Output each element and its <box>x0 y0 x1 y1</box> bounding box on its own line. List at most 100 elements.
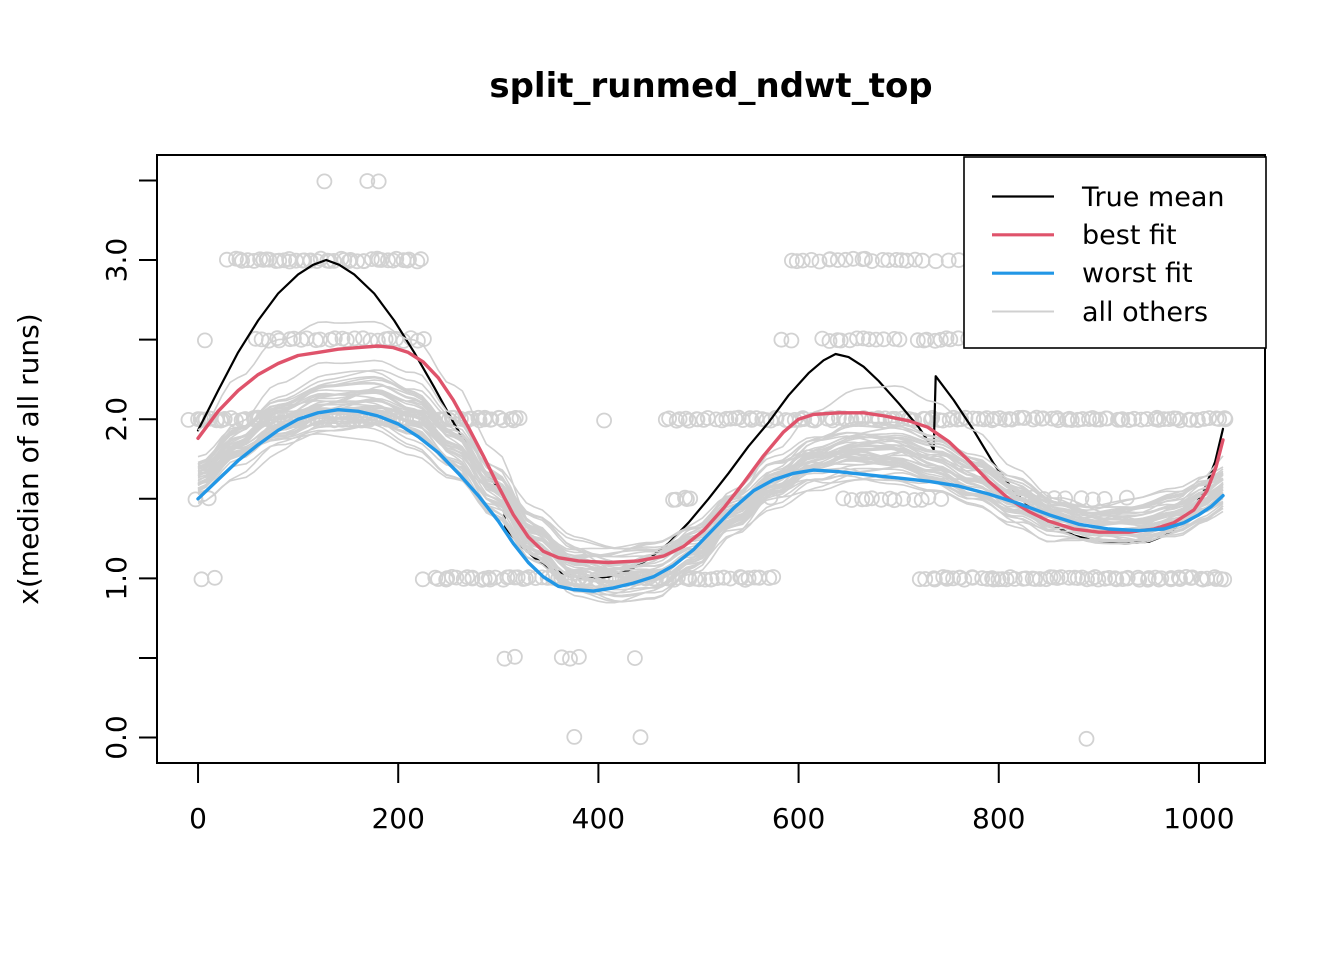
scatter-point <box>956 571 973 588</box>
scatter-point <box>784 252 800 269</box>
scatter-point <box>359 173 376 189</box>
scatter-point <box>193 571 210 588</box>
scatter-point <box>688 411 705 428</box>
scatter-point <box>1003 411 1020 428</box>
scatter-point <box>1044 410 1060 427</box>
scatter-point <box>571 649 587 665</box>
scatter-point <box>907 251 923 268</box>
scatter-point <box>942 331 959 348</box>
legend-entry-worst-fit: worst fit <box>992 258 1193 289</box>
scatter-point <box>511 410 528 427</box>
scatter-point <box>986 410 1003 427</box>
scatter-point <box>388 250 405 267</box>
scatter-point <box>773 331 790 348</box>
legend-label-best-fit: best fit <box>1082 220 1177 251</box>
scatter-point <box>868 331 884 348</box>
scatter-point <box>722 410 739 427</box>
scatter-point <box>253 331 270 348</box>
scatter-point <box>932 331 949 348</box>
best-fit-line <box>196 344 1225 565</box>
scatter-point <box>1073 490 1090 507</box>
x-axis: 0 200 400 600 800 1000 <box>189 763 1235 835</box>
scatter-point <box>1211 411 1227 427</box>
scatter-point <box>1108 571 1125 588</box>
scatter-point <box>822 251 838 268</box>
scatter-point <box>682 490 699 507</box>
scatter-point <box>845 250 862 267</box>
scatter-point <box>1217 411 1234 428</box>
scatter-point <box>984 412 1000 429</box>
scatter-point <box>927 332 943 349</box>
y-tick-label: 3.0 <box>100 238 133 283</box>
scatter-point <box>857 250 873 267</box>
scatter-point <box>1061 569 1078 586</box>
legend-label-all-others: all others <box>1082 297 1208 328</box>
y-axis-label: x(median of all runs) <box>12 313 45 604</box>
scatter-point <box>898 252 915 269</box>
legend-box <box>963 156 1267 349</box>
gray-curve <box>197 403 1224 594</box>
worst-fit-path <box>196 408 1225 593</box>
scatter-point <box>1049 410 1065 427</box>
legend-entry-best-fit: best fit <box>992 220 1177 251</box>
scatter-point <box>1078 730 1095 747</box>
scatter-point <box>1096 490 1113 507</box>
scatter-point <box>994 571 1011 587</box>
plot-border <box>156 154 1266 764</box>
scatter-point <box>1016 410 1033 426</box>
scatter-point <box>380 252 396 269</box>
scatter-point <box>534 569 551 586</box>
scatter-point <box>835 490 852 507</box>
scatter-point <box>316 173 333 190</box>
gray-curve <box>197 406 1224 591</box>
scatter-point <box>854 491 871 508</box>
legend-entry-all-others: all others <box>992 297 1208 328</box>
scatter-point <box>1006 571 1023 587</box>
scatter-point <box>507 648 523 665</box>
scatter-point <box>234 252 251 269</box>
scatter-point <box>496 650 513 667</box>
scatter-point <box>718 410 735 427</box>
scatter-point <box>1147 569 1164 586</box>
scatter-point <box>1126 410 1142 427</box>
y-tick-label: 2.0 <box>100 397 133 442</box>
scatter-point <box>849 330 865 347</box>
scatter-point <box>200 490 217 507</box>
scatter-point <box>957 409 974 426</box>
scatter-point <box>562 650 578 667</box>
scatter-point <box>296 252 313 269</box>
scatter-point <box>821 333 838 349</box>
scatter-point <box>1149 409 1165 426</box>
scatter-point <box>483 411 500 428</box>
scatter-point <box>1156 411 1172 428</box>
scatter-point <box>886 492 903 509</box>
scatter-point <box>1027 571 1043 587</box>
scatter-point <box>964 569 981 585</box>
best-fit-path <box>196 344 1225 565</box>
scatter-point <box>632 729 649 746</box>
legend-label-worst-fit: worst fit <box>1082 258 1193 289</box>
scatter-point <box>409 332 426 349</box>
scatter-point <box>196 332 213 349</box>
gray-curve <box>197 421 1224 583</box>
scatter-point <box>271 332 288 349</box>
scatter-point <box>355 330 371 347</box>
scatter-point <box>1114 411 1131 428</box>
scatter-point <box>1063 412 1080 429</box>
scatter-point <box>985 571 1002 588</box>
scatter-point <box>363 251 380 268</box>
scatter-point <box>858 491 875 508</box>
scatter-point <box>716 569 732 586</box>
scatter-point <box>831 409 847 426</box>
scatter-point <box>680 412 697 429</box>
scatter-point <box>239 252 256 269</box>
gray-curves <box>197 320 1224 604</box>
scatter-point <box>794 252 811 269</box>
scatter-point <box>261 251 278 268</box>
scatter-point <box>566 729 583 745</box>
scatter-point <box>909 332 926 349</box>
scatter-point <box>448 569 465 586</box>
scatter-point <box>832 332 849 349</box>
